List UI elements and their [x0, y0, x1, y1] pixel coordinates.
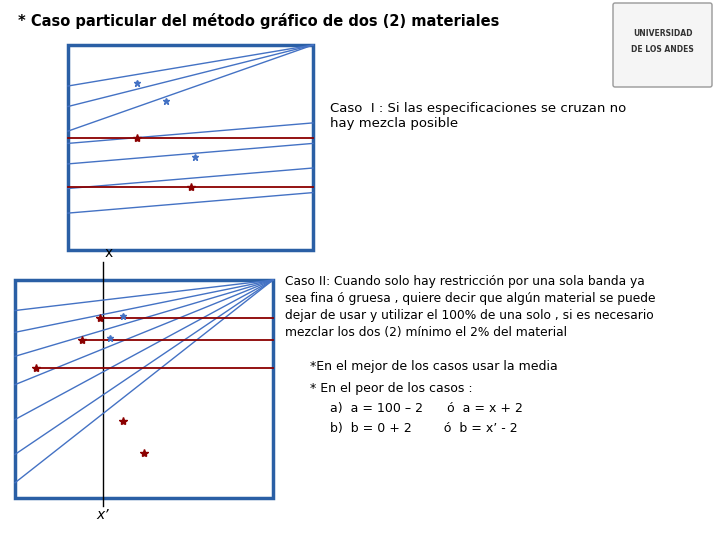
Text: * En el peor de los casos :: * En el peor de los casos :: [310, 382, 472, 395]
Text: Caso  I : Si las especificaciones se cruzan no
hay mezcla posible: Caso I : Si las especificaciones se cruz…: [330, 103, 626, 130]
Bar: [68, 45, 313, 250]
Text: UNIVERSIDAD: UNIVERSIDAD: [633, 29, 692, 37]
Text: b)  b = 0 + 2        ó  b = x’ - 2: b) b = 0 + 2 ó b = x’ - 2: [330, 422, 518, 435]
Text: DE LOS ANDES: DE LOS ANDES: [631, 44, 694, 53]
Text: Caso II: Cuando solo hay restricción por una sola banda ya
sea fina ó gruesa , q: Caso II: Cuando solo hay restricción por…: [285, 275, 655, 339]
Text: * Caso particular del método gráfico de dos (2) materiales: * Caso particular del método gráfico de …: [18, 13, 500, 29]
FancyBboxPatch shape: [613, 3, 712, 87]
Text: x’: x’: [96, 508, 109, 522]
Text: x: x: [104, 246, 113, 260]
Text: a)  a = 100 – 2      ó  a = x + 2: a) a = 100 – 2 ó a = x + 2: [330, 402, 523, 415]
Text: *En el mejor de los casos usar la media: *En el mejor de los casos usar la media: [310, 360, 558, 373]
Bar: [15, 280, 273, 498]
